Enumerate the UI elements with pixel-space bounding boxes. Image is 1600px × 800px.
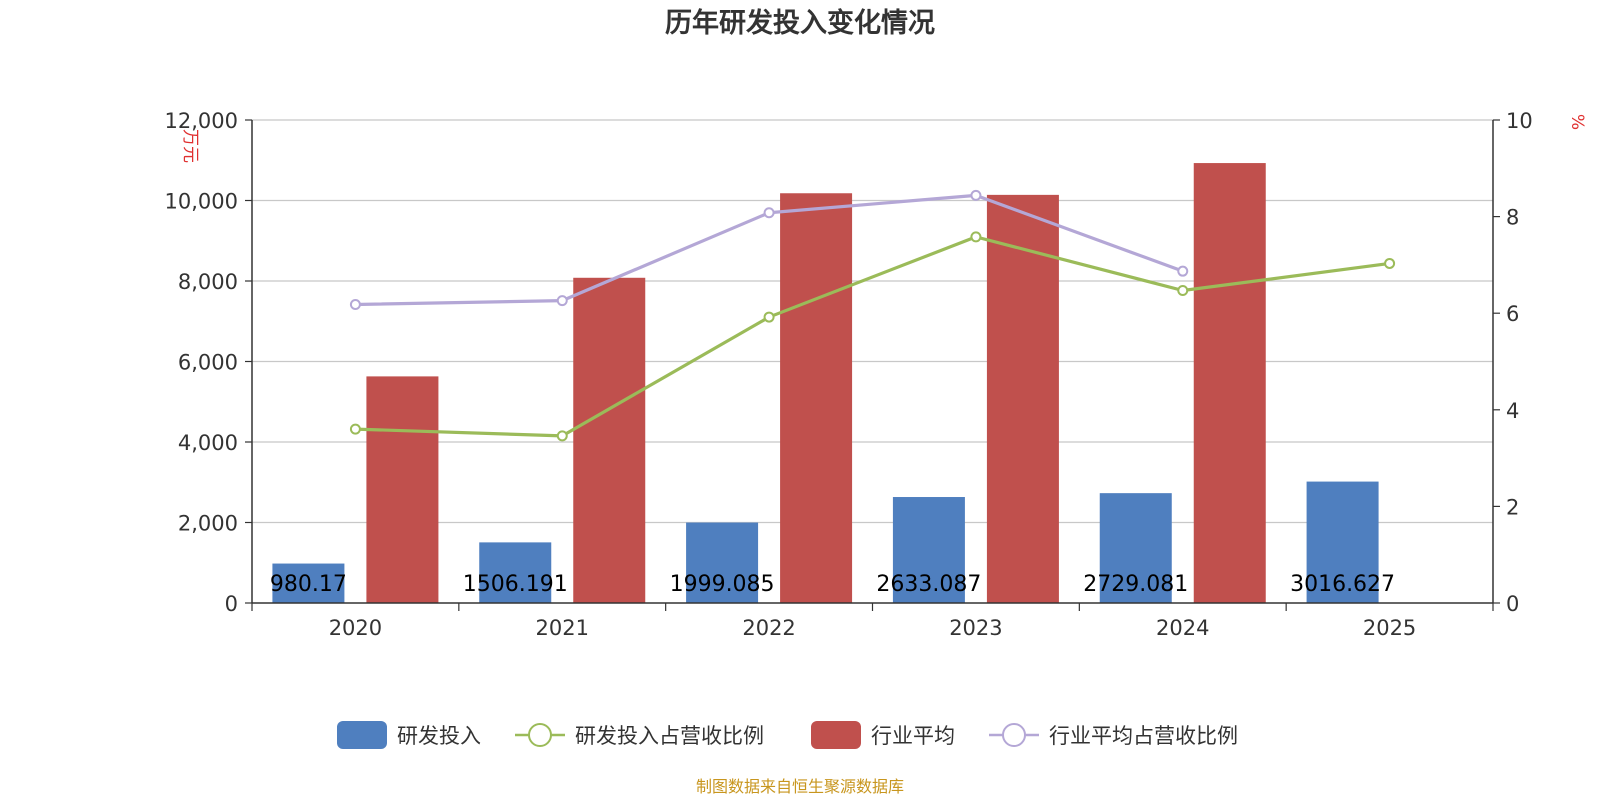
point-研发投入占营收比例-2021 xyxy=(556,430,568,442)
legend-label-行业平均: 行业平均 xyxy=(871,724,955,748)
y-right-tick-label-2: 4 xyxy=(1506,399,1519,423)
y-left-unit-label: 万元 xyxy=(180,129,200,163)
x-tick-label-2020: 2020 xyxy=(329,616,382,640)
point-研发投入占营收比例-2025 xyxy=(1384,257,1396,269)
x-tick-label-2023: 2023 xyxy=(949,616,1002,640)
y-left-tick-label-6: 12,000 xyxy=(165,109,238,133)
legend-swatch-marker-研发投入占营收比例 xyxy=(528,723,552,747)
bar-研发投入-2021 xyxy=(479,542,552,603)
bar-行业平均-2023 xyxy=(986,194,1059,604)
y-right-tick-label-5: 10 xyxy=(1506,109,1533,133)
data-labels: 980.17 1506.191 1999.085 2633.087 2729.081 30… xyxy=(270,572,1395,597)
bar-研发投入-2022 xyxy=(686,522,759,603)
x-tick-label-2022: 2022 xyxy=(742,616,795,640)
y-right-tick-label-4: 8 xyxy=(1506,206,1519,230)
legend-item-研发投入[interactable]: 研发投入 xyxy=(337,721,481,749)
point-研发投入占营收比例-2022 xyxy=(763,311,775,323)
point-研发投入占营收比例-2020 xyxy=(349,423,361,435)
legend[interactable]: 研发投入 研发投入占营收比例 行业平均 行业平均占营收比例 xyxy=(337,721,1238,749)
data-label-研发投入-2023: 2633.087 xyxy=(876,572,981,597)
bar-行业平均-2020 xyxy=(366,376,439,603)
y-left-tick-label-4: 8,000 xyxy=(178,270,238,294)
point-研发投入占营收比例-2024 xyxy=(1177,284,1189,296)
grid-lines xyxy=(252,119,1493,524)
bar-研发投入-2023 xyxy=(892,497,965,603)
legend-swatch-行业平均 xyxy=(811,721,861,749)
legend-label-行业平均占营收比例: 行业平均占营收比例 xyxy=(1049,724,1238,748)
data-label-研发投入-2022: 1999.085 xyxy=(670,572,775,597)
y-left-tick-label-2: 4,000 xyxy=(178,431,238,455)
legend-item-行业平均[interactable]: 行业平均 xyxy=(811,721,955,749)
line-研发投入占营收比例 xyxy=(355,235,1390,438)
legend-item-行业平均占营收比例[interactable]: 行业平均占营收比例 xyxy=(989,723,1238,748)
bar-行业平均-2021 xyxy=(573,277,646,603)
data-label-研发投入-2020: 980.17 xyxy=(270,572,347,597)
legend-swatch-研发投入 xyxy=(337,721,387,749)
axes: 0 2,000 4,000 6,000 8,000 10,000 12,000 0 2 4 6 8 10… xyxy=(165,109,1533,640)
y-left-tick-label-0: 0 xyxy=(225,592,238,616)
y-left-tick-label-1: 2,000 xyxy=(178,512,238,536)
point-行业平均占营收比例-2022 xyxy=(763,207,775,219)
point-行业平均占营收比例-2023 xyxy=(970,189,982,201)
bar-研发投入-2025 xyxy=(1306,481,1379,603)
y-right-unit-label: % xyxy=(1567,114,1587,130)
data-label-研发投入-2025: 3016.627 xyxy=(1290,572,1395,597)
point-研发投入占营收比例-2023 xyxy=(970,231,982,243)
y-left-tick-label-3: 6,000 xyxy=(178,351,238,375)
bars xyxy=(272,163,1379,604)
x-tick-label-2025: 2025 xyxy=(1363,616,1416,640)
data-label-研发投入-2024: 2729.081 xyxy=(1083,572,1188,597)
point-行业平均占营收比例-2021 xyxy=(556,295,568,307)
y-right-tick-label-0: 0 xyxy=(1506,592,1519,616)
bar-研发投入-2020 xyxy=(272,563,345,603)
x-tick-label-2021: 2021 xyxy=(536,616,589,640)
lines xyxy=(349,189,1396,442)
bar-研发投入-2024 xyxy=(1099,493,1172,603)
x-tick-label-2024: 2024 xyxy=(1156,616,1209,640)
legend-label-研发投入占营收比例: 研发投入占营收比例 xyxy=(575,724,764,748)
point-行业平均占营收比例-2020 xyxy=(349,299,361,311)
bar-行业平均-2022 xyxy=(780,193,853,603)
y-left-tick-label-5: 10,000 xyxy=(165,190,238,214)
legend-item-研发投入占营收比例[interactable]: 研发投入占营收比例 xyxy=(515,723,764,748)
legend-swatch-marker-行业平均占营收比例 xyxy=(1002,723,1026,747)
chart-title: 历年研发投入变化情况 xyxy=(665,7,935,39)
y-right-tick-label-3: 6 xyxy=(1506,302,1519,326)
bar-行业平均-2024 xyxy=(1193,163,1266,603)
source-note: 制图数据来自恒生聚源数据库 xyxy=(696,777,904,796)
y-right-tick-label-1: 2 xyxy=(1506,495,1519,519)
data-label-研发投入-2021: 1506.191 xyxy=(463,572,568,597)
point-行业平均占营收比例-2024 xyxy=(1177,265,1189,277)
legend-label-研发投入: 研发投入 xyxy=(397,724,481,748)
